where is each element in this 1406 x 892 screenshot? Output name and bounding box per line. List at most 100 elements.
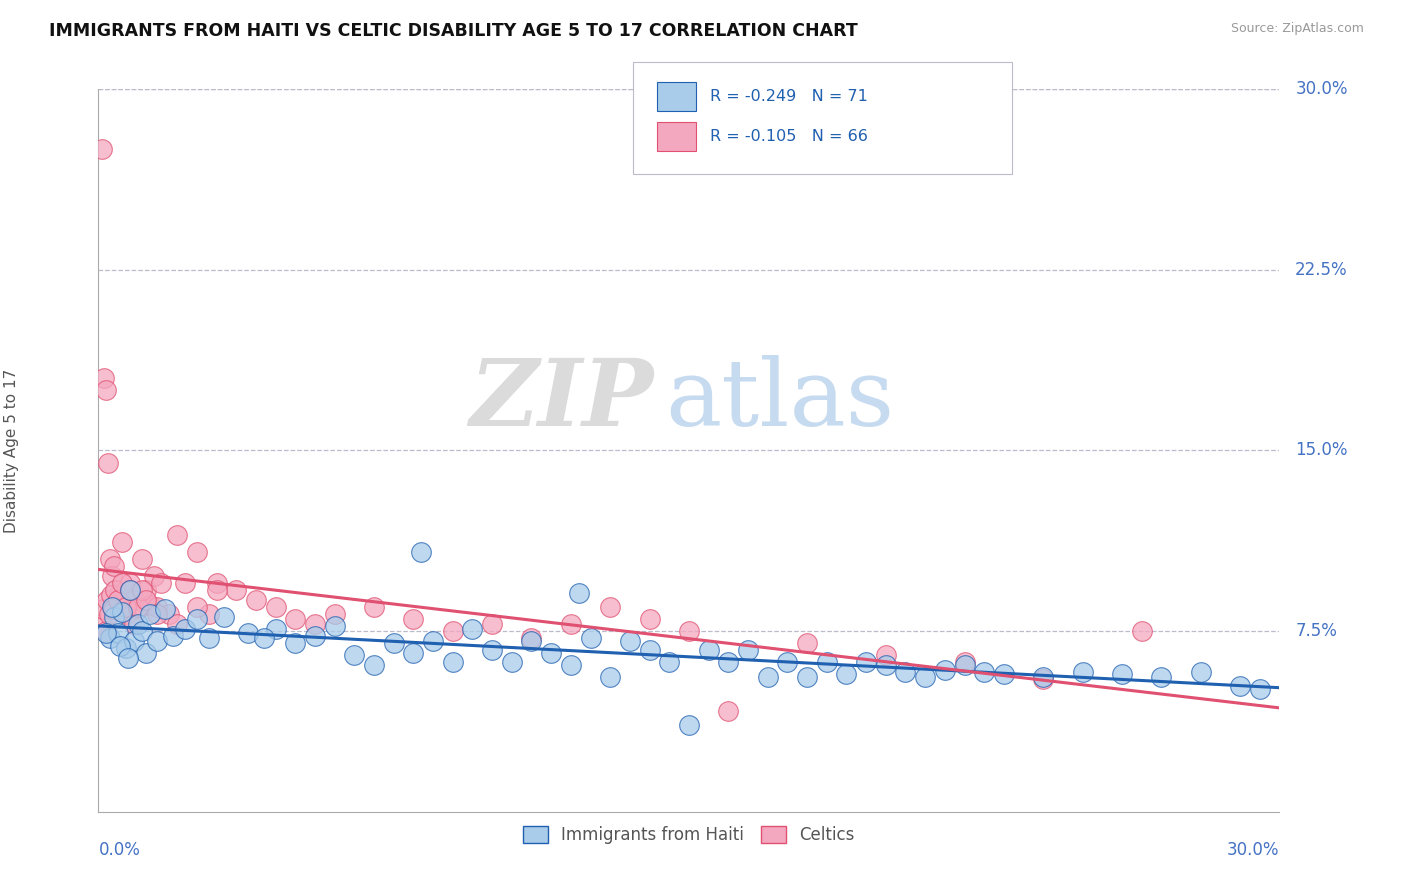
Point [411, 544, 433, 558]
Point [245, 592, 267, 607]
Point [111, 535, 134, 549]
Point [422, 633, 444, 648]
Point [174, 576, 197, 591]
Point [756, 670, 779, 684]
Point [115, 607, 138, 622]
Point [441, 656, 464, 670]
Text: R = -0.105   N = 66: R = -0.105 N = 66 [710, 129, 868, 144]
Point [1032, 670, 1054, 684]
Point [135, 646, 157, 660]
Text: Source: ZipAtlas.com: Source: ZipAtlas.com [1230, 22, 1364, 36]
Text: 30.0%: 30.0% [1227, 840, 1279, 859]
Point [117, 650, 139, 665]
Point [1229, 680, 1251, 694]
Point [122, 592, 145, 607]
Point [197, 607, 219, 622]
Point [284, 636, 307, 650]
Point [697, 643, 720, 657]
Point [717, 704, 740, 718]
Point [815, 656, 838, 670]
Point [835, 667, 858, 681]
Point [97, 455, 120, 469]
Point [101, 599, 124, 614]
Point [638, 643, 661, 657]
Point [103, 609, 125, 624]
Point [100, 588, 122, 602]
Point [1130, 624, 1153, 639]
Point [90, 616, 112, 631]
Point [953, 657, 976, 672]
Text: 30.0%: 30.0% [1295, 80, 1348, 98]
Point [284, 612, 307, 626]
Point [343, 648, 366, 662]
Point [1032, 673, 1054, 687]
Point [934, 663, 956, 677]
Point [441, 624, 464, 639]
Text: IMMIGRANTS FROM HAITI VS CELTIC DISABILITY AGE 5 TO 17 CORRELATION CHART: IMMIGRANTS FROM HAITI VS CELTIC DISABILI… [49, 22, 858, 40]
Point [157, 607, 180, 622]
Point [93, 371, 115, 385]
Text: 0.0%: 0.0% [98, 840, 141, 859]
Point [138, 598, 160, 612]
Point [737, 643, 759, 657]
Point [108, 639, 131, 653]
Point [304, 629, 326, 643]
Text: ZIP: ZIP [470, 355, 654, 445]
Point [150, 576, 173, 591]
Point [101, 568, 124, 582]
Point [127, 616, 149, 631]
Point [127, 602, 149, 616]
Point [540, 646, 562, 660]
Point [111, 576, 134, 591]
Point [264, 622, 287, 636]
Point [162, 629, 184, 643]
Point [363, 599, 385, 614]
Point [658, 656, 681, 670]
Point [560, 657, 582, 672]
Point [107, 592, 129, 607]
Legend: Immigrants from Haiti, Celtics: Immigrants from Haiti, Celtics [516, 819, 862, 850]
Point [91, 142, 114, 157]
Point [481, 616, 503, 631]
Point [118, 583, 141, 598]
Point [135, 592, 157, 607]
Point [135, 583, 157, 598]
Point [146, 633, 169, 648]
Point [619, 633, 641, 648]
Point [638, 612, 661, 626]
Point [138, 607, 160, 622]
Point [382, 636, 405, 650]
Point [205, 576, 228, 591]
Point [236, 626, 259, 640]
Point [323, 619, 346, 633]
Text: R = -0.249   N = 71: R = -0.249 N = 71 [710, 89, 868, 103]
Point [1150, 670, 1173, 684]
Point [127, 599, 149, 614]
Point [103, 559, 125, 574]
Point [796, 636, 818, 650]
Point [205, 583, 228, 598]
Point [186, 544, 208, 558]
Point [166, 616, 188, 631]
Point [717, 656, 740, 670]
Point [579, 632, 602, 646]
Point [107, 626, 129, 640]
Point [993, 667, 1015, 681]
Point [1189, 665, 1212, 679]
Point [599, 599, 621, 614]
Point [520, 633, 543, 648]
Point [166, 528, 188, 542]
Point [953, 656, 976, 670]
Point [402, 646, 425, 660]
Point [118, 583, 141, 598]
Point [98, 551, 121, 566]
Point [186, 599, 208, 614]
Point [111, 605, 134, 619]
Text: atlas: atlas [665, 355, 894, 445]
Point [107, 588, 129, 602]
Point [568, 585, 591, 599]
Point [155, 602, 177, 616]
Point [1111, 667, 1133, 681]
Point [94, 624, 117, 639]
Point [225, 583, 247, 598]
